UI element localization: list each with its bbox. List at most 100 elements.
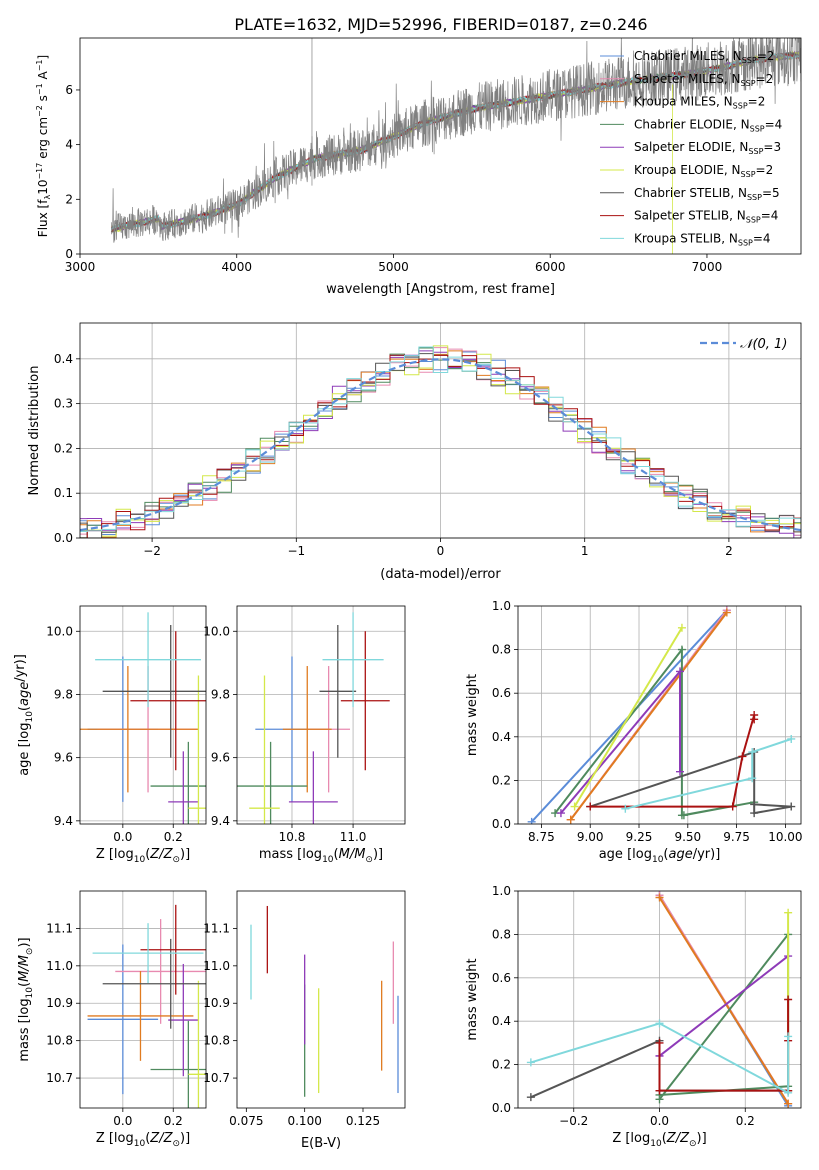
weight-marker-gray [526, 1093, 535, 1102]
weight-marker-gray [750, 809, 759, 818]
weight-marker-cyan [748, 748, 757, 757]
y-tick-label: 0.2 [492, 1058, 511, 1072]
x-tick-label: −1 [287, 544, 305, 558]
weight-marker-red [784, 995, 793, 1004]
y-axis-label-part: 10 [25, 987, 35, 999]
legend-model: Kroupa STELIB, N [634, 231, 738, 245]
legend-sub: SSP [747, 193, 762, 202]
x-axis-label-part: 10 [650, 1139, 662, 1149]
plot-area [250, 905, 399, 1097]
weight-marker-orange [566, 815, 575, 824]
legend-label: Salpeter ELODIE, NSSP=3 [634, 140, 781, 156]
x-tick-label: 5000 [378, 260, 409, 274]
legend-sub: SSP [738, 238, 753, 247]
weight-marker-cyan [784, 1088, 793, 1097]
residuals-panel: −2 −1 0 1 2 0.0 0.1 0.2 0.3 0.4 𝒩(0, 1) (data-model… [27, 322, 802, 582]
x-tick-label: 7000 [692, 260, 723, 274]
y-tick-label: 6 [65, 83, 73, 97]
weight-marker-green [679, 811, 688, 820]
legend-suffix: =3 [763, 140, 781, 154]
y-tick-label: 10.8 [203, 1034, 230, 1048]
x-tick-label: 10.00 [768, 830, 802, 844]
legend-sub: SSP [748, 147, 763, 156]
x-axis-label-part: age [669, 847, 693, 862]
x-axis-label: Z [log10(Z/Z⊙)] [96, 1131, 190, 1149]
legend-label: Kroupa MILES, NSSP=2 [634, 95, 765, 111]
x-axis-label-part: mass [log [259, 847, 322, 862]
x-tick-label: −2 [143, 544, 161, 558]
y-axis-label: mass [log10(M/M⊙)] [17, 937, 35, 1061]
y-axis-label-part: −17 [35, 163, 44, 180]
legend-model: Chabrier STELIB, N [634, 186, 747, 200]
weight-marker-red [750, 715, 759, 724]
y-tick-label: 0.0 [54, 531, 73, 545]
weight-marker-cyan [621, 804, 630, 813]
y-axis-label-part: −2 [35, 105, 44, 117]
figure-title: PLATE=1632, MJD=52996, FIBERID=0187, z=0… [234, 15, 647, 34]
y-axis-label: mass weight [465, 674, 480, 756]
x-axis-label-part: ⊙ [172, 855, 180, 865]
weight-marker-red [655, 1086, 664, 1095]
histogram-cyan [80, 346, 801, 532]
y-tick-label: 9.8 [211, 687, 230, 701]
weight-marker-gray [787, 802, 796, 811]
x-tick-label: 4000 [221, 260, 252, 274]
weight-marker-cyan [784, 1032, 793, 1041]
y-tick-label: 9.6 [54, 751, 73, 765]
weight-line-cyan [530, 1022, 790, 1095]
y-axis-label-part: 10 [25, 711, 35, 723]
y-tick-label: 10.9 [46, 996, 73, 1010]
observed-spectrum [110, 38, 801, 243]
x-tick-label: 0.0 [113, 1114, 132, 1128]
weight-marker-orange [784, 1099, 793, 1108]
weight-marker-cyan [526, 1058, 535, 1067]
weight-line-gray [589, 750, 792, 815]
x-axis-label-part: M [339, 847, 350, 862]
x-axis-label-part: )] [180, 847, 190, 862]
y-tick-label: 0.4 [492, 730, 511, 744]
normal-curve [80, 358, 801, 532]
weight-line-orange [569, 611, 728, 821]
y-axis-label-part: /yr)] [13, 654, 28, 682]
y-axis-label-part: ⊙ [25, 948, 35, 956]
y-tick-label: 10.0 [46, 624, 73, 638]
weight-marker-red [586, 802, 595, 811]
x-axis-label-part: )] [697, 1131, 707, 1146]
x-tick-label: 9.50 [674, 830, 701, 844]
x-tick-label: 9.25 [626, 830, 653, 844]
x-axis-label-part: Z [log [96, 1131, 134, 1146]
plot-area [80, 612, 206, 824]
y-axis-label-part: Flux [f [36, 199, 50, 237]
legend-label-normal: 𝒩(0, 1) [740, 337, 787, 352]
x-axis-label-part: ( [663, 847, 668, 862]
spectrum-panel: 3000 4000 5000 6000 7000 0 2 4 6 wavelength [Angs… [35, 37, 802, 297]
legend-suffix: =4 [753, 231, 771, 245]
mass-vs-metallicity-panel: 0.0 0.210.710.810.911.011.1Z [log10(Z/Z⊙)… [17, 890, 207, 1149]
y-axis-label-part: s [36, 95, 50, 105]
weight-marker-yellow [570, 802, 579, 811]
weight-line-purple [560, 668, 681, 814]
y-axis-label: age [log10(age/yr)] [13, 654, 35, 776]
x-axis-label: age [log10(age/yr)] [599, 847, 721, 865]
weight-line-yellow [573, 627, 683, 808]
x-tick-label: 6000 [535, 260, 566, 274]
y-tick-label: 9.6 [211, 751, 230, 765]
plot-area [237, 612, 390, 824]
x-tick-label: −0.2 [559, 1114, 588, 1128]
axes-frame [236, 605, 406, 825]
legend-suffix: =4 [765, 117, 783, 131]
legend-sub: SSP [733, 102, 748, 111]
x-axis-label-part: 10 [322, 855, 334, 865]
weight-marker-purple [556, 809, 565, 818]
x-tick-label: 3000 [65, 260, 96, 274]
weight-marker-purple [675, 667, 684, 676]
y-axis-label-part: erg cm [36, 117, 50, 163]
x-axis-label: (data-model)/error [380, 567, 501, 582]
legend-model: Salpeter STELIB, N [634, 209, 746, 223]
y-axis-label-part: )] [17, 937, 32, 947]
mass-vs-ebv-panel: 0.075 0.100 0.125 10.7 10.8 10.9 11.0 11.1 E(B-V… [203, 890, 406, 1151]
legend-sub: SSP [742, 56, 757, 65]
x-axis-label-part: /yr)] [693, 847, 721, 862]
y-axis-label: Normed distribution [27, 366, 42, 496]
x-axis-label-part: /Z [158, 1131, 173, 1146]
